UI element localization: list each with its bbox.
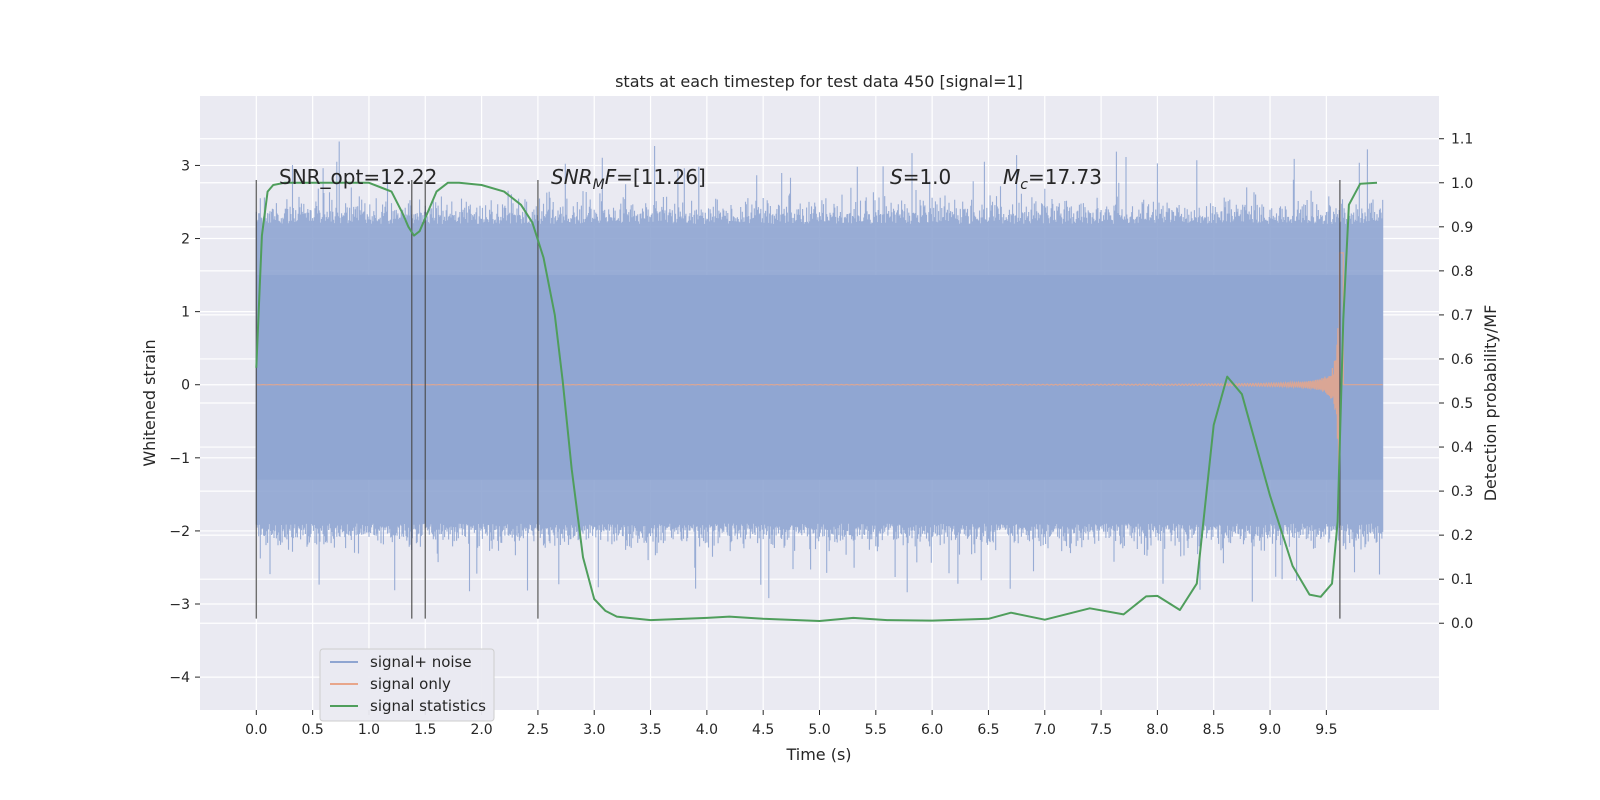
y2-tick-label: 0.8	[1451, 264, 1473, 280]
legend-label-signal-statistics: signal statistics	[370, 697, 486, 715]
y-tick-label: 1	[181, 305, 190, 321]
y2-tick-label: 0.7	[1451, 308, 1473, 324]
legend-label-signal-noise: signal+ noise	[370, 653, 472, 671]
y2-tick-label: 1.0	[1451, 176, 1473, 192]
x-tick-label: 0.5	[302, 722, 324, 738]
x-tick-label: 7.0	[1034, 722, 1056, 738]
series-signal-statistics	[255, 181, 1378, 622]
series-signal-only	[256, 252, 1383, 495]
legend-box	[319, 648, 495, 722]
annotations: SNR_opt=12.22 SNRMF=[11.26] S=1.0 Mc=17.…	[279, 165, 1102, 193]
series-signal-noise	[255, 141, 1384, 602]
x-axis-label: Time (s)	[785, 745, 851, 764]
annotation-mc: Mc=17.73	[1003, 165, 1102, 193]
legend-label-signal-only: signal only	[370, 675, 451, 693]
x-tick-label: 7.5	[1090, 722, 1112, 738]
legend: signal+ noise signal only signal statist…	[319, 648, 495, 722]
annotation-snr-mf: SNRMF=[11.26]	[551, 165, 706, 193]
y2-tick-label: 0.3	[1451, 484, 1473, 500]
chirp-trace	[256, 252, 1383, 495]
x-tick-label: 3.5	[639, 722, 661, 738]
y2-axis-label: Detection probability/MF	[1481, 305, 1500, 502]
y-tick-label: 0	[181, 378, 190, 394]
y-tick-label: −1	[169, 451, 190, 467]
annotation-snr-opt: SNR_opt=12.22	[279, 165, 437, 189]
x-axis-ticks: 0.0 0.5 1.0 1.5 2.0 2.5 3.0 3.5 4.0 4.5 5.0 5.5 6.0 6…	[245, 710, 1337, 738]
y-tick-label: −4	[169, 670, 190, 686]
y2-tick-label: 0.6	[1451, 352, 1473, 368]
x-tick-label: 5.0	[808, 722, 830, 738]
y2-tick-label: 1.1	[1451, 132, 1473, 148]
annotation-s: S=1.0	[890, 165, 951, 189]
x-tick-label: 2.0	[470, 722, 492, 738]
x-tick-label: 8.5	[1203, 722, 1225, 738]
statistics-line	[255, 181, 1378, 622]
y-tick-label: 2	[181, 232, 190, 248]
x-tick-label: 5.5	[865, 722, 887, 738]
x-tick-label: 6.0	[921, 722, 943, 738]
y2-tick-label: 0.5	[1451, 396, 1473, 412]
x-tick-label: 4.5	[752, 722, 774, 738]
x-tick-label: 9.5	[1315, 722, 1337, 738]
noise-core	[256, 275, 1383, 480]
x-tick-label: 9.0	[1259, 722, 1281, 738]
x-tick-label: 4.0	[696, 722, 718, 738]
y2-tick-label: 0.0	[1451, 616, 1473, 632]
y2-tick-label: 0.4	[1451, 440, 1473, 456]
chart-title: stats at each timestep for test data 450…	[615, 72, 1023, 91]
x-tick-label: 1.5	[414, 722, 436, 738]
x-tick-label: 2.5	[527, 722, 549, 738]
y-tick-label: −3	[169, 597, 190, 613]
x-tick-label: 6.5	[977, 722, 999, 738]
y2-tick-label: 0.1	[1451, 572, 1473, 588]
y2-tick-label: 0.2	[1451, 528, 1473, 544]
y2-tick-label: 0.9	[1451, 220, 1473, 236]
vertical-markers	[255, 180, 1341, 619]
y-tick-label: −2	[169, 524, 190, 540]
x-tick-label: 1.0	[358, 722, 380, 738]
y-axis-label: Whitened strain	[140, 339, 159, 466]
y-axis-ticks: −4 −3 −2 −1 0 1 2 3	[169, 158, 200, 686]
x-tick-label: 3.0	[583, 722, 605, 738]
x-tick-label: 0.0	[245, 722, 267, 738]
y2-axis-ticks: 0.0 0.1 0.2 0.3 0.4 0.5 0.6 0.7 0.8 0.9 1.0 1.1	[1439, 132, 1473, 632]
y-tick-label: 3	[181, 158, 190, 174]
x-tick-label: 8.0	[1146, 722, 1168, 738]
